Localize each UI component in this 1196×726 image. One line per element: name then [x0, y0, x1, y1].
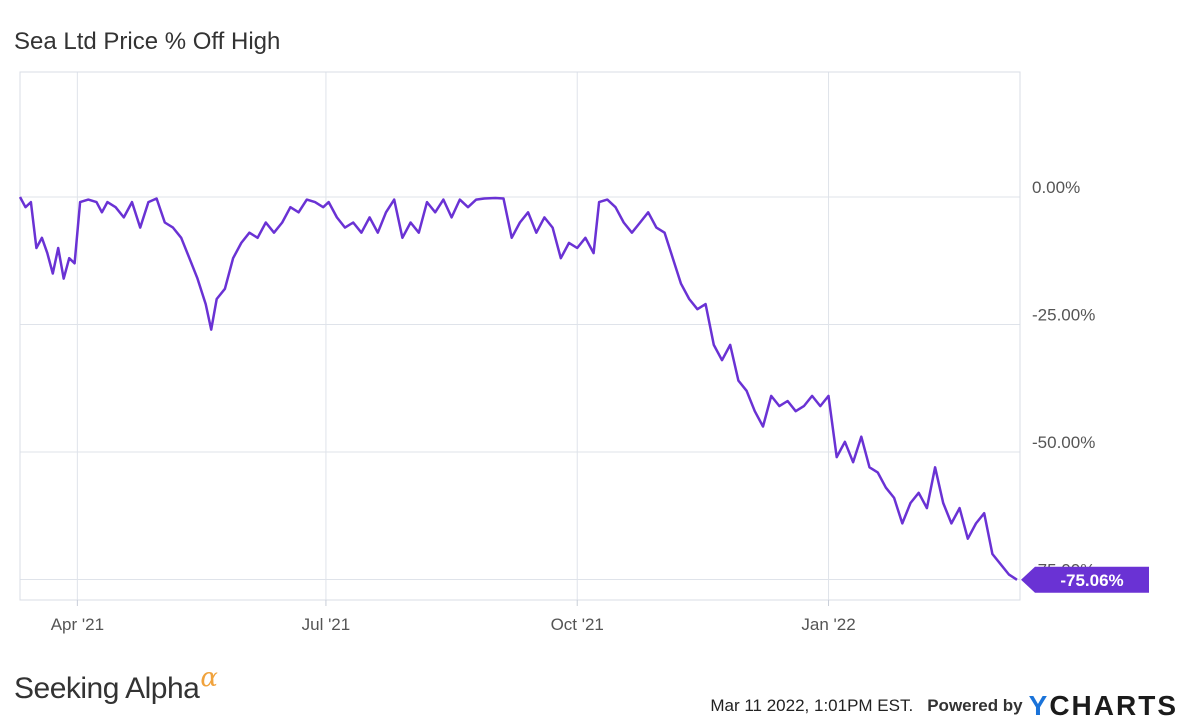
seeking-alpha-logo: Seeking Alphaα [14, 663, 218, 706]
series-line [18, 196, 1018, 581]
x-tick-label: Oct '21 [551, 615, 604, 634]
y-tick-label: -50.00% [1032, 433, 1095, 452]
y-axis: 0.00%-25.00%-50.00%-75.00% [1032, 178, 1095, 580]
alpha-symbol: α [200, 663, 218, 693]
ycharts-logo[interactable]: YCHARTS [1029, 690, 1178, 722]
powered-by-label: Powered by [927, 696, 1023, 715]
y-tick-label: -25.00% [1032, 306, 1095, 325]
x-tick-label: Jul '21 [302, 615, 351, 634]
ycharts-wordmark: CHARTS [1049, 690, 1178, 721]
last-value-badge: -75.06% [1021, 566, 1149, 593]
last-value-label: -75.06% [1060, 571, 1123, 590]
chart-title: Sea Ltd Price % Off High [14, 28, 281, 55]
footer-credits: Mar 11 2022, 1:01PM EST. Powered by YCHA… [710, 690, 1178, 722]
last-value-badge-shape [1021, 566, 1149, 593]
plot-border [19, 71, 1021, 601]
ycharts-y: Y [1028, 690, 1050, 721]
x-axis: Apr '21 Jul '21 Oct '21 Jan '22 [51, 600, 856, 634]
chart-grid [20, 72, 1020, 600]
x-tick-label: Jan '22 [801, 615, 855, 634]
y-tick-label: 0.00% [1032, 178, 1080, 197]
x-tick-label: Apr '21 [51, 615, 104, 634]
timestamp: Mar 11 2022, 1:01PM EST. [710, 696, 914, 715]
seeking-alpha-wordmark: Seeking Alpha [14, 672, 200, 705]
